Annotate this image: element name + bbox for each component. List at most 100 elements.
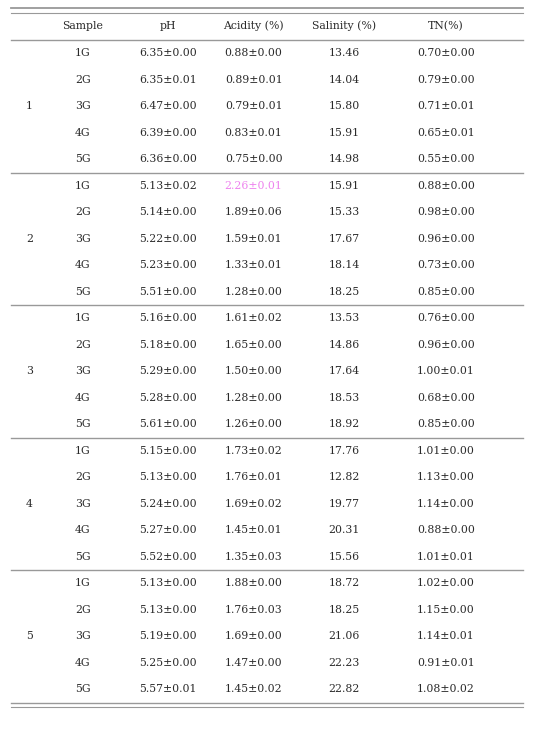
Text: 4G: 4G: [75, 525, 91, 535]
Text: 4: 4: [26, 498, 33, 509]
Text: pH: pH: [160, 21, 176, 31]
Text: 2: 2: [26, 234, 33, 244]
Text: 5.24±0.00: 5.24±0.00: [139, 498, 197, 509]
Text: 1.08±0.02: 1.08±0.02: [417, 684, 475, 694]
Text: 2G: 2G: [75, 340, 91, 349]
Text: 22.23: 22.23: [329, 658, 360, 668]
Text: 15.33: 15.33: [329, 207, 360, 218]
Text: 14.98: 14.98: [329, 154, 360, 164]
Text: 1.88±0.00: 1.88±0.00: [225, 578, 282, 589]
Text: 14.86: 14.86: [329, 340, 360, 349]
Text: 1G: 1G: [75, 181, 91, 191]
Text: 15.56: 15.56: [329, 552, 360, 562]
Text: 1: 1: [26, 101, 33, 111]
Text: 6.39±0.00: 6.39±0.00: [139, 127, 197, 138]
Text: 1.45±0.01: 1.45±0.01: [225, 525, 282, 535]
Text: 0.65±0.01: 0.65±0.01: [417, 127, 475, 138]
Text: 3G: 3G: [75, 631, 91, 641]
Text: 5.13±0.00: 5.13±0.00: [139, 605, 197, 615]
Text: 5.52±0.00: 5.52±0.00: [139, 552, 197, 562]
Text: 15.80: 15.80: [329, 101, 360, 111]
Text: 5G: 5G: [75, 552, 91, 562]
Text: 18.92: 18.92: [329, 419, 360, 429]
Text: 4G: 4G: [75, 260, 91, 270]
Text: 13.53: 13.53: [329, 313, 360, 323]
Text: 0.85±0.00: 0.85±0.00: [417, 419, 475, 429]
Text: 1.33±0.01: 1.33±0.01: [225, 260, 282, 270]
Text: 0.88±0.00: 0.88±0.00: [417, 181, 475, 191]
Text: 1G: 1G: [75, 446, 91, 456]
Text: 5.23±0.00: 5.23±0.00: [139, 260, 197, 270]
Text: 17.67: 17.67: [329, 234, 360, 244]
Text: 1.00±0.01: 1.00±0.01: [417, 367, 475, 376]
Text: 2.26±0.01: 2.26±0.01: [225, 181, 282, 191]
Text: 1.26±0.00: 1.26±0.00: [225, 419, 282, 429]
Text: 1.59±0.01: 1.59±0.01: [225, 234, 282, 244]
Text: 1.28±0.00: 1.28±0.00: [225, 393, 282, 403]
Text: 1.28±0.00: 1.28±0.00: [225, 287, 282, 297]
Text: 3G: 3G: [75, 367, 91, 376]
Text: 5.22±0.00: 5.22±0.00: [139, 234, 197, 244]
Text: 15.91: 15.91: [329, 181, 360, 191]
Text: 3: 3: [26, 367, 33, 376]
Text: 0.88±0.00: 0.88±0.00: [225, 48, 282, 58]
Text: 0.76±0.00: 0.76±0.00: [417, 313, 475, 323]
Text: 18.25: 18.25: [329, 287, 360, 297]
Text: 0.91±0.01: 0.91±0.01: [417, 658, 475, 668]
Text: 0.70±0.00: 0.70±0.00: [417, 48, 475, 58]
Text: 0.73±0.00: 0.73±0.00: [417, 260, 475, 270]
Text: 2G: 2G: [75, 74, 91, 85]
Text: 13.46: 13.46: [329, 48, 360, 58]
Text: 4G: 4G: [75, 127, 91, 138]
Text: 5.29±0.00: 5.29±0.00: [139, 367, 197, 376]
Text: 21.06: 21.06: [329, 631, 360, 641]
Text: 3G: 3G: [75, 498, 91, 509]
Text: 0.75±0.00: 0.75±0.00: [225, 154, 282, 164]
Text: 5G: 5G: [75, 287, 91, 297]
Text: 1.50±0.00: 1.50±0.00: [225, 367, 282, 376]
Text: 0.89±0.01: 0.89±0.01: [225, 74, 282, 85]
Text: 1.76±0.01: 1.76±0.01: [225, 472, 282, 482]
Text: 1.01±0.00: 1.01±0.00: [417, 446, 475, 456]
Text: 6.47±0.00: 6.47±0.00: [139, 101, 197, 111]
Text: 0.85±0.00: 0.85±0.00: [417, 287, 475, 297]
Text: 18.14: 18.14: [329, 260, 360, 270]
Text: 1.13±0.00: 1.13±0.00: [417, 472, 475, 482]
Text: 1.47±0.00: 1.47±0.00: [225, 658, 282, 668]
Text: 1G: 1G: [75, 313, 91, 323]
Text: 1.02±0.00: 1.02±0.00: [417, 578, 475, 589]
Text: 1.14±0.01: 1.14±0.01: [417, 631, 475, 641]
Text: 5.51±0.00: 5.51±0.00: [139, 287, 197, 297]
Text: 5.57±0.01: 5.57±0.01: [139, 684, 197, 694]
Text: 0.68±0.00: 0.68±0.00: [417, 393, 475, 403]
Text: TN(%): TN(%): [428, 21, 464, 31]
Text: 6.35±0.00: 6.35±0.00: [139, 48, 197, 58]
Text: 4G: 4G: [75, 393, 91, 403]
Text: 17.76: 17.76: [329, 446, 360, 456]
Text: 6.35±0.01: 6.35±0.01: [139, 74, 197, 85]
Text: 0.98±0.00: 0.98±0.00: [417, 207, 475, 218]
Text: 5G: 5G: [75, 419, 91, 429]
Text: 18.72: 18.72: [329, 578, 360, 589]
Text: 2G: 2G: [75, 605, 91, 615]
Text: 5.16±0.00: 5.16±0.00: [139, 313, 197, 323]
Text: 18.53: 18.53: [329, 393, 360, 403]
Text: 1.01±0.01: 1.01±0.01: [417, 552, 475, 562]
Text: 1.69±0.00: 1.69±0.00: [225, 631, 282, 641]
Text: 0.55±0.00: 0.55±0.00: [417, 154, 475, 164]
Text: 5.18±0.00: 5.18±0.00: [139, 340, 197, 349]
Text: 0.71±0.01: 0.71±0.01: [417, 101, 475, 111]
Text: 0.79±0.00: 0.79±0.00: [417, 74, 475, 85]
Text: 0.96±0.00: 0.96±0.00: [417, 340, 475, 349]
Text: 20.31: 20.31: [329, 525, 360, 535]
Text: 0.96±0.00: 0.96±0.00: [417, 234, 475, 244]
Text: 2G: 2G: [75, 472, 91, 482]
Text: 1G: 1G: [75, 48, 91, 58]
Text: 1.35±0.03: 1.35±0.03: [225, 552, 282, 562]
Text: 1.65±0.00: 1.65±0.00: [225, 340, 282, 349]
Text: 5G: 5G: [75, 684, 91, 694]
Text: 5.13±0.00: 5.13±0.00: [139, 472, 197, 482]
Text: 1.69±0.02: 1.69±0.02: [225, 498, 282, 509]
Text: 3G: 3G: [75, 234, 91, 244]
Text: 5G: 5G: [75, 154, 91, 164]
